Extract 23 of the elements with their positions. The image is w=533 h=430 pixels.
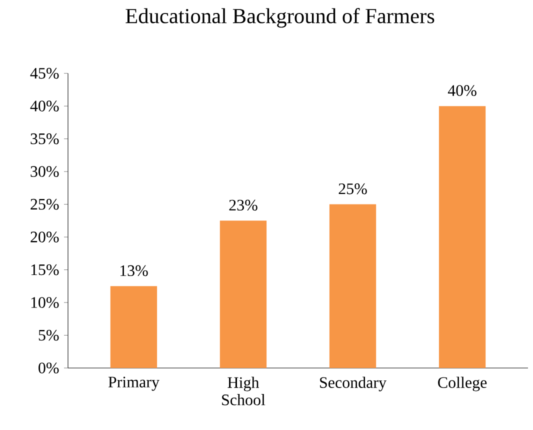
y-tick-label: 20% [30, 232, 59, 242]
x-tick-label: College [438, 376, 487, 392]
y-tick-label: 5% [38, 330, 59, 341]
x-tick-label: High School [222, 376, 266, 406]
bar [329, 204, 376, 368]
chart-title: Educational Background of Farmers [126, 8, 434, 28]
y-tick-label: 0% [38, 362, 59, 374]
x-tick-label: Primary [108, 376, 160, 391]
bar [438, 106, 486, 368]
y-tick-label: 35% [30, 133, 59, 144]
y-tick-label: 10% [31, 297, 59, 308]
y-tick-label: 45% [30, 68, 59, 79]
y-tick-label: 40% [30, 100, 59, 112]
data-label: 23% [229, 200, 258, 211]
bar [220, 220, 267, 368]
y-tick-label: 15% [31, 264, 59, 276]
bar [110, 286, 158, 368]
data-label: 25% [338, 183, 367, 194]
y-tick-label: 30% [30, 166, 59, 177]
data-label: 13% [120, 265, 148, 276]
data-label: 40% [448, 85, 476, 96]
x-tick-label: Secondary [320, 376, 386, 392]
y-tick-label: 25% [30, 198, 59, 210]
